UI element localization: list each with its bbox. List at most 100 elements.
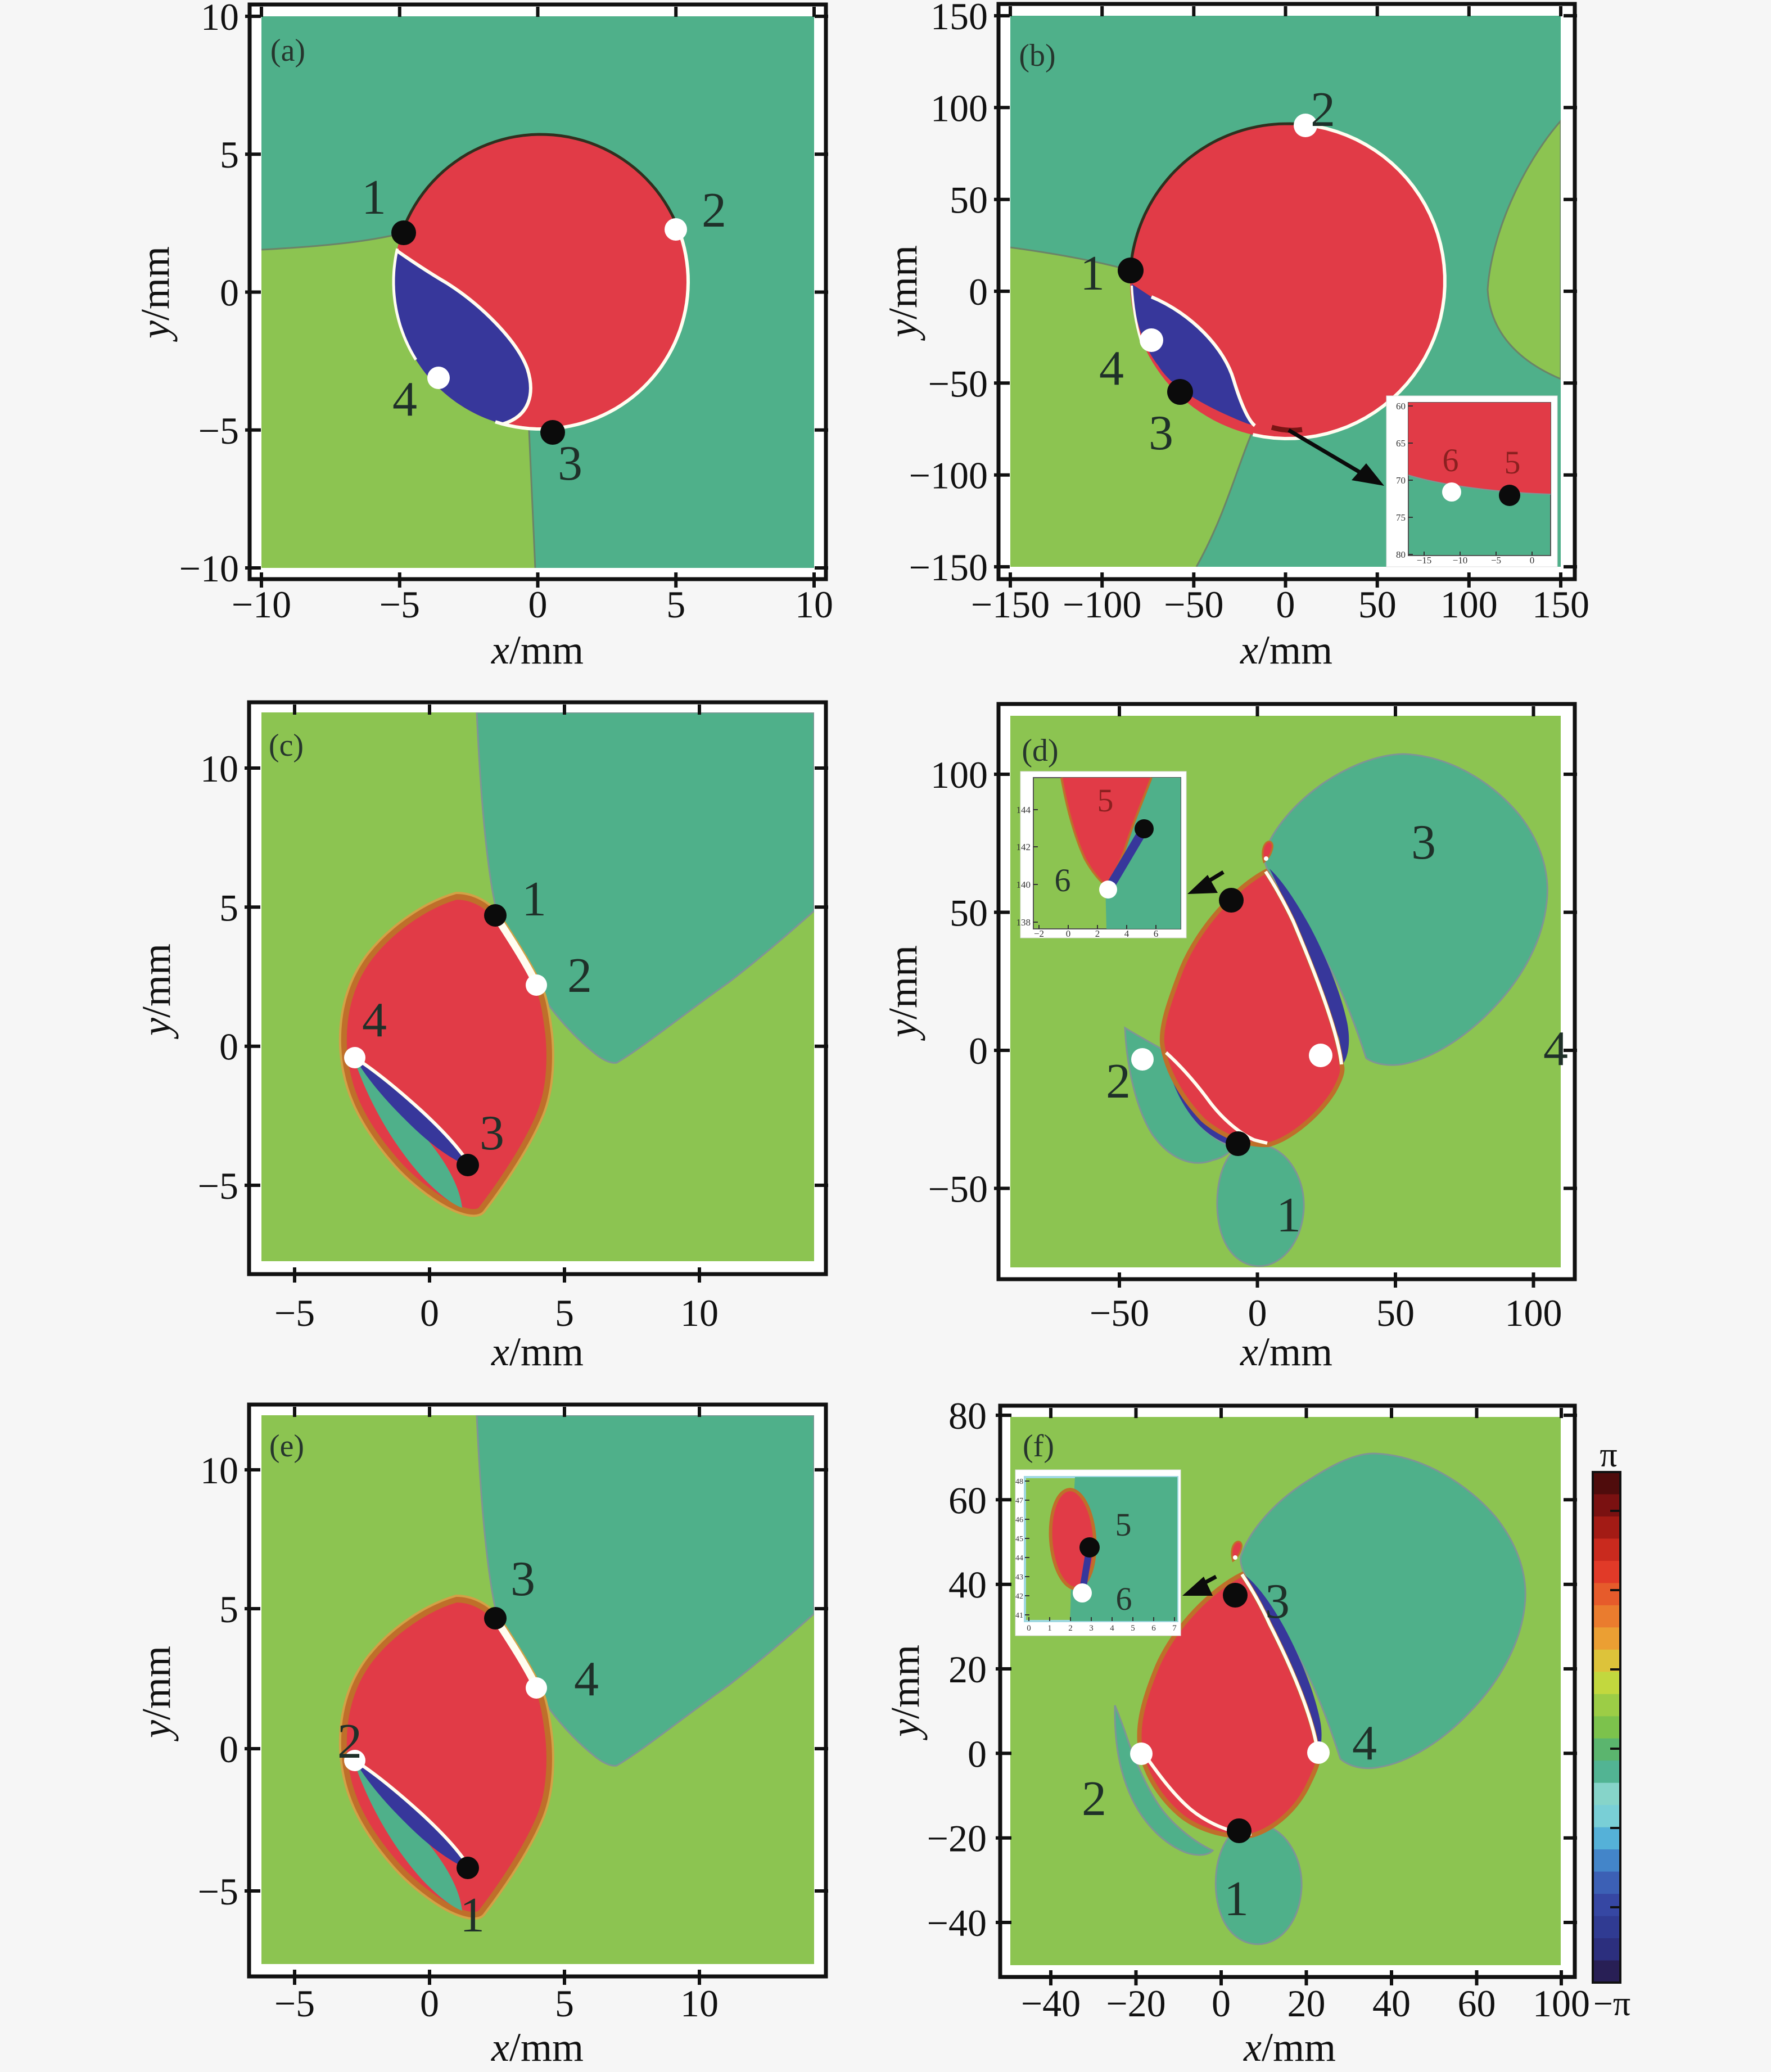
svg-text:−π: −π [1593,1985,1630,2023]
svg-text:6: 6 [1154,928,1159,939]
svg-text:(f): (f) [1023,1429,1054,1464]
svg-text:5: 5 [219,1588,238,1631]
svg-text:138: 138 [1016,917,1031,928]
svg-text:10: 10 [680,1292,719,1334]
svg-text:50: 50 [950,892,988,935]
svg-text:x/mm: x/mm [1240,1329,1332,1374]
svg-text:−5: −5 [198,409,239,452]
svg-text:x/mm: x/mm [491,1329,584,1374]
svg-text:5: 5 [555,1292,574,1334]
svg-text:0: 0 [1276,583,1295,626]
svg-text:3: 3 [1411,815,1436,870]
svg-text:4: 4 [1124,928,1130,939]
svg-text:−5: −5 [1491,555,1501,566]
svg-text:3: 3 [1265,1574,1290,1629]
svg-text:−150: −150 [909,546,988,589]
svg-text:4: 4 [1099,341,1124,396]
svg-text:5: 5 [1115,1506,1132,1543]
svg-text:5: 5 [666,583,685,626]
svg-text:0: 0 [219,1026,238,1068]
svg-text:3: 3 [1149,406,1173,461]
svg-text:20: 20 [948,1648,987,1691]
svg-text:70: 70 [1396,475,1406,486]
svg-text:x/mm: x/mm [1243,2025,1336,2069]
svg-text:1: 1 [362,170,386,225]
svg-text:3: 3 [510,1552,535,1606]
svg-text:5: 5 [219,886,238,929]
svg-text:20: 20 [1287,1982,1326,2025]
svg-text:40: 40 [948,1564,987,1606]
svg-text:y/mm: y/mm [134,944,179,1040]
svg-text:0: 0 [968,1732,987,1775]
svg-text:2: 2 [567,949,592,1003]
svg-text:0: 0 [1248,1292,1267,1334]
svg-text:44: 44 [1015,1554,1023,1563]
svg-text:(b): (b) [1019,38,1055,73]
svg-text:−10: −10 [179,547,239,590]
svg-text:100: 100 [1533,1982,1590,2025]
svg-text:100: 100 [930,87,988,129]
svg-text:x/mm: x/mm [491,2025,584,2069]
svg-text:−20: −20 [1106,1982,1165,2025]
svg-text:1: 1 [1080,246,1105,301]
svg-text:75: 75 [1396,512,1406,523]
svg-text:42: 42 [1015,1592,1023,1601]
svg-text:6: 6 [1443,442,1459,478]
svg-text:(c): (c) [269,728,304,763]
svg-text:1: 1 [460,1888,485,1943]
svg-text:50: 50 [1358,583,1397,626]
svg-text:−5: −5 [274,1982,315,2025]
svg-text:−10: −10 [1453,555,1468,566]
svg-text:45: 45 [1015,1535,1023,1543]
svg-text:4: 4 [1110,1624,1114,1633]
svg-text:−2: −2 [1034,928,1044,939]
svg-text:1: 1 [522,872,546,927]
svg-text:1: 1 [1276,1188,1301,1243]
svg-text:−50: −50 [1090,1292,1149,1334]
svg-text:2: 2 [1106,1054,1131,1109]
svg-text:2: 2 [1095,928,1100,939]
svg-text:5: 5 [1505,444,1521,481]
svg-text:50: 50 [950,179,988,222]
svg-text:0: 0 [969,270,988,313]
svg-text:(a): (a) [270,33,305,68]
svg-text:60: 60 [1396,401,1406,412]
svg-text:0: 0 [1027,1624,1031,1633]
svg-text:60: 60 [948,1479,987,1522]
svg-text:5: 5 [1131,1624,1135,1633]
svg-text:4: 4 [1352,1716,1377,1771]
svg-text:144: 144 [1016,805,1031,815]
svg-text:80: 80 [1396,549,1406,560]
svg-text:0: 0 [1066,928,1071,939]
svg-text:x/mm: x/mm [1240,628,1332,672]
svg-text:2: 2 [702,183,726,238]
svg-text:46: 46 [1015,1516,1023,1524]
svg-text:2: 2 [1082,1772,1106,1826]
svg-text:6: 6 [1151,1624,1156,1633]
svg-text:4: 4 [574,1652,599,1707]
svg-text:2: 2 [1068,1624,1073,1633]
svg-text:4: 4 [362,993,387,1048]
svg-text:80: 80 [948,1394,987,1437]
svg-text:0: 0 [420,1292,439,1334]
svg-text:−15: −15 [1417,555,1432,566]
svg-text:2: 2 [337,1714,362,1769]
svg-text:−20: −20 [927,1817,987,1860]
svg-text:0: 0 [1212,1982,1231,2025]
svg-text:43: 43 [1015,1573,1023,1582]
svg-text:5: 5 [555,1982,574,2025]
svg-text:0: 0 [1530,555,1535,566]
svg-text:6: 6 [1116,1581,1132,1617]
svg-text:4: 4 [392,372,417,427]
svg-text:6: 6 [1055,862,1071,899]
svg-text:0: 0 [219,1728,238,1771]
svg-text:−5: −5 [198,1870,238,1913]
svg-text:−5: −5 [274,1292,315,1334]
svg-text:60: 60 [1458,1982,1496,2025]
svg-text:π: π [1600,1436,1617,1474]
svg-text:−5: −5 [198,1164,238,1207]
svg-text:10: 10 [795,583,833,626]
svg-text:−40: −40 [1021,1982,1081,2025]
svg-text:−50: −50 [928,362,988,405]
svg-text:3: 3 [558,436,582,491]
